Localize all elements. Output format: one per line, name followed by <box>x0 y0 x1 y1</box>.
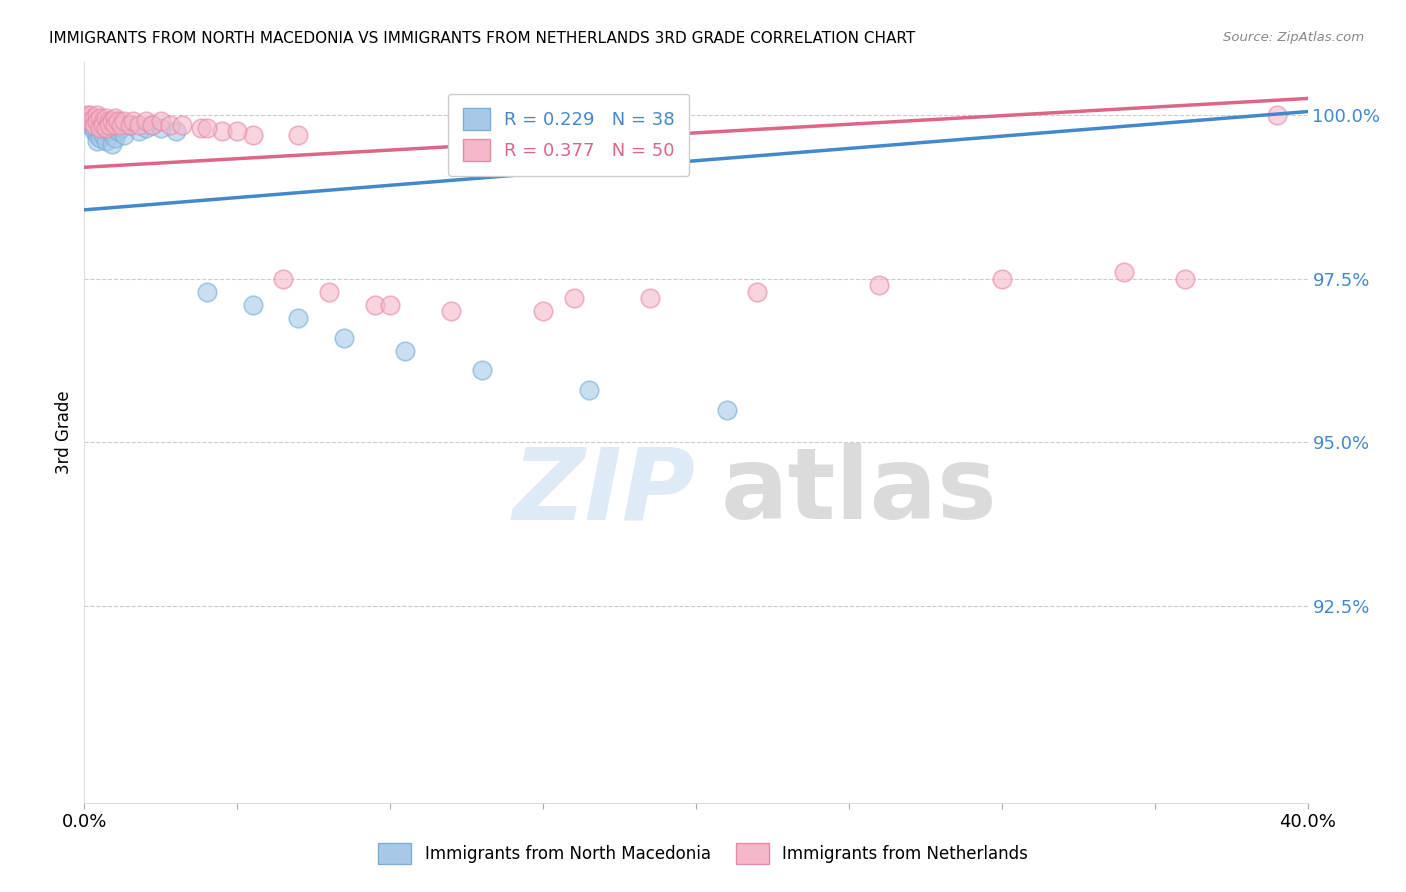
Point <box>89 111 111 125</box>
Point <box>242 298 264 312</box>
Point <box>86 134 108 148</box>
Point <box>79 108 101 122</box>
Point <box>1114 265 1136 279</box>
Point <box>79 118 101 132</box>
Point <box>120 118 142 132</box>
Point <box>141 118 163 132</box>
Point <box>195 285 218 299</box>
Point <box>97 114 120 128</box>
Point <box>83 111 105 125</box>
Point <box>1174 271 1197 285</box>
Point <box>83 118 105 132</box>
Point <box>83 124 105 138</box>
Text: ZIP: ZIP <box>513 443 696 541</box>
Point <box>122 114 145 128</box>
Point <box>364 298 387 312</box>
Point <box>86 128 108 142</box>
Point <box>89 130 111 145</box>
Y-axis label: 3rd Grade: 3rd Grade <box>55 391 73 475</box>
Point <box>195 120 218 135</box>
Point <box>242 128 264 142</box>
Point <box>120 118 142 132</box>
Text: Source: ZipAtlas.com: Source: ZipAtlas.com <box>1223 31 1364 45</box>
Point <box>104 111 127 125</box>
Point <box>562 291 585 305</box>
Point <box>86 114 108 128</box>
Point <box>91 118 114 132</box>
Point <box>638 291 661 305</box>
Point <box>79 111 101 125</box>
Point <box>869 278 891 293</box>
Point <box>159 118 181 132</box>
Point <box>471 363 494 377</box>
Point <box>578 383 600 397</box>
Point <box>149 120 172 135</box>
Point <box>716 402 738 417</box>
Point <box>287 310 309 325</box>
Point <box>128 118 150 132</box>
Text: atlas: atlas <box>720 443 997 541</box>
Text: IMMIGRANTS FROM NORTH MACEDONIA VS IMMIGRANTS FROM NETHERLANDS 3RD GRADE CORRELA: IMMIGRANTS FROM NORTH MACEDONIA VS IMMIG… <box>49 31 915 46</box>
Point <box>79 114 101 128</box>
Point <box>76 111 98 125</box>
Point <box>172 118 194 132</box>
Point <box>128 124 150 138</box>
Point <box>104 118 127 132</box>
Point <box>94 118 117 132</box>
Point <box>101 137 124 152</box>
Point <box>287 128 309 142</box>
Point <box>86 114 108 128</box>
Point <box>747 285 769 299</box>
Point <box>135 120 157 135</box>
Point <box>318 285 340 299</box>
Point <box>97 124 120 138</box>
Point <box>1265 108 1288 122</box>
Legend: R = 0.229   N = 38, R = 0.377   N = 50: R = 0.229 N = 38, R = 0.377 N = 50 <box>449 94 689 176</box>
Point <box>104 114 127 128</box>
Point <box>531 304 554 318</box>
Point <box>91 128 114 142</box>
Point <box>83 120 105 135</box>
Point <box>89 114 111 128</box>
Point <box>333 330 356 344</box>
Point <box>380 298 402 312</box>
Point <box>135 114 157 128</box>
Point <box>165 124 187 138</box>
Point <box>76 114 98 128</box>
Point <box>91 118 114 132</box>
Point <box>271 271 294 285</box>
Point <box>104 130 127 145</box>
Point <box>110 120 132 135</box>
Point <box>112 114 135 128</box>
Point <box>94 120 117 135</box>
Point <box>991 271 1014 285</box>
Point <box>89 120 111 135</box>
Point <box>91 114 114 128</box>
Point <box>190 120 212 135</box>
Point <box>101 114 124 128</box>
Point <box>149 114 172 128</box>
Point <box>86 108 108 122</box>
Point <box>97 118 120 132</box>
Point <box>226 124 249 138</box>
Point <box>97 114 120 128</box>
Point <box>211 124 233 138</box>
Point <box>94 111 117 125</box>
Point <box>76 108 98 122</box>
Point <box>110 118 132 132</box>
Point <box>107 114 129 128</box>
Point <box>101 120 124 135</box>
Point <box>94 134 117 148</box>
Point <box>440 304 463 318</box>
Point <box>141 118 163 132</box>
Point <box>107 124 129 138</box>
Point <box>394 343 416 358</box>
Point <box>89 120 111 135</box>
Point <box>112 128 135 142</box>
Legend: Immigrants from North Macedonia, Immigrants from Netherlands: Immigrants from North Macedonia, Immigra… <box>371 837 1035 871</box>
